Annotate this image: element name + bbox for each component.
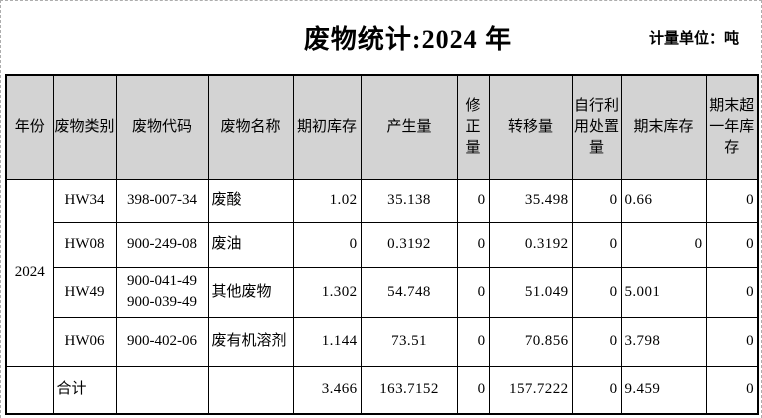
- cell-self-disposed: 0: [571, 221, 622, 268]
- cell-opening: 0: [292, 221, 362, 268]
- header-code: 废物代码: [115, 74, 209, 180]
- unit-label: 计量单位：吨: [648, 30, 739, 47]
- cell-closing: 9.459: [620, 365, 707, 415]
- cell-category: HW08: [52, 221, 117, 268]
- cell-self-disposed: 0: [571, 365, 622, 415]
- cell-closing: 0: [620, 221, 707, 268]
- cell-self-disposed: 0: [571, 178, 622, 223]
- cell-code: 398-007-34: [115, 178, 209, 223]
- cell-transferred: 70.856: [488, 316, 573, 367]
- cell-generated: 163.7152: [360, 365, 458, 415]
- cell-over-one-year: 0: [705, 316, 759, 367]
- cell-code: 900-041-49 900-039-49: [115, 266, 209, 318]
- page-title: 废物统计:2024 年: [303, 25, 513, 54]
- cell-category: HW49: [52, 266, 117, 318]
- header-transferred: 转移量: [488, 74, 573, 180]
- cell-correction: 0: [456, 266, 490, 318]
- cell-total-label: 合计: [52, 365, 117, 415]
- cell-name: 其他废物: [207, 266, 294, 318]
- header-self-disposed: 自行利用处置量: [571, 74, 622, 180]
- cell-name: 废有机溶剂: [207, 316, 294, 367]
- cell-name: 废油: [207, 221, 294, 268]
- table-header-row: 年份 废物类别 废物代码 废物名称 期初库存 产生量 修正量 转移量 自行利用处…: [5, 74, 759, 180]
- cell-closing: 5.001: [620, 266, 707, 318]
- header-generated: 产生量: [360, 74, 458, 180]
- cell-self-disposed: 0: [571, 266, 622, 318]
- cell-opening: 3.466: [292, 365, 362, 415]
- cell-category: HW06: [52, 316, 117, 367]
- cell-over-one-year: 0: [705, 266, 759, 318]
- cell-name-empty: [207, 365, 294, 415]
- cell-self-disposed: 0: [571, 316, 622, 367]
- cell-closing: 0.66: [620, 178, 707, 223]
- cell-year-empty: [5, 365, 54, 415]
- cell-opening: 1.302: [292, 266, 362, 318]
- header-opening: 期初库存: [292, 74, 362, 180]
- cell-generated: 54.748: [360, 266, 458, 318]
- cell-code: 900-402-06: [115, 316, 209, 367]
- cell-transferred: 35.498: [488, 178, 573, 223]
- table-row: HW06 900-402-06 废有机溶剂 1.144 73.51 0 70.8…: [6, 316, 759, 367]
- cell-name: 废酸: [207, 178, 294, 223]
- cell-code: 900-249-08: [115, 221, 209, 268]
- header-over-one-year: 期末超一年库存: [705, 74, 759, 180]
- waste-statistics-table: 年份 废物类别 废物代码 废物名称 期初库存 产生量 修正量 转移量 自行利用处…: [5, 74, 759, 415]
- cell-over-one-year: 0: [705, 221, 759, 268]
- cell-generated: 35.138: [360, 178, 458, 223]
- cell-generated: 73.51: [360, 316, 458, 367]
- cell-over-one-year: 0: [705, 365, 759, 415]
- header-closing: 期末库存: [620, 74, 707, 180]
- cell-correction: 0: [456, 221, 490, 268]
- total-row: 合计 3.466 163.7152 0 157.7222 0 9.459 0: [5, 365, 759, 415]
- table-row: 2024 HW34 398-007-34 废酸 1.02 35.138 0 35…: [5, 178, 759, 367]
- cell-code-empty: [115, 365, 209, 415]
- cell-correction: 0: [456, 365, 490, 415]
- cell-closing: 3.798: [620, 316, 707, 367]
- cell-generated: 0.3192: [360, 221, 458, 268]
- table-row: HW08 900-249-08 废油 0 0.3192 0 0.3192 0 0…: [6, 221, 759, 268]
- cell-over-one-year: 0: [705, 178, 759, 223]
- header-name: 废物名称: [207, 74, 294, 180]
- cell-transferred: 157.7222: [488, 365, 573, 415]
- header-category: 废物类别: [52, 74, 117, 180]
- header-year: 年份: [5, 74, 54, 180]
- header-correction: 修正量: [456, 74, 490, 180]
- cell-category: HW34: [52, 178, 117, 223]
- cell-correction: 0: [456, 316, 490, 367]
- table-row: HW49 900-041-49 900-039-49 其他废物 1.302 54…: [6, 266, 759, 318]
- cell-correction: 0: [456, 178, 490, 223]
- cell-transferred: 0.3192: [488, 221, 573, 268]
- cell-transferred: 51.049: [488, 266, 573, 318]
- cell-opening: 1.02: [292, 178, 362, 223]
- cell-opening: 1.144: [292, 316, 362, 367]
- cell-year: 2024: [5, 178, 54, 367]
